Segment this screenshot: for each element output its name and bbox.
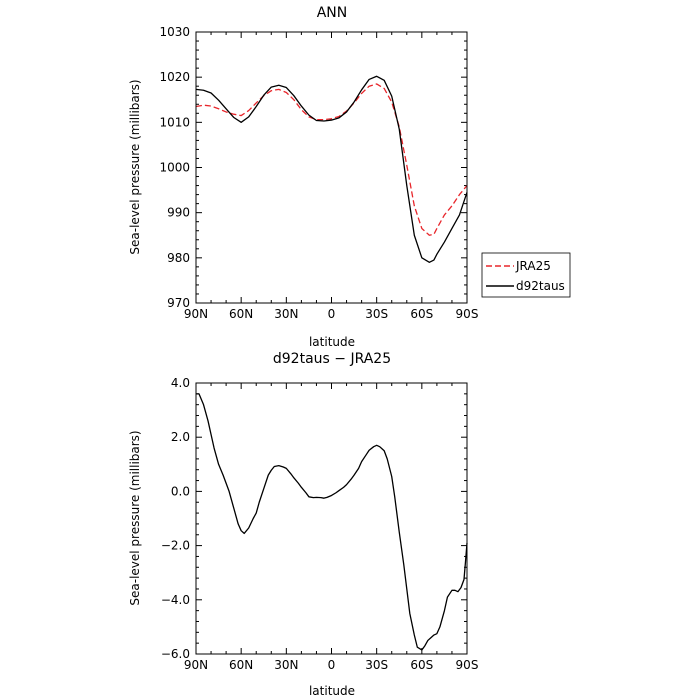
y-axis-label-top: Sea-level pressure (millibars) [128, 79, 142, 254]
series-line-difference [196, 393, 468, 651]
y-tick-label: 2.0 [171, 430, 190, 444]
x-tick-label: 60S [410, 307, 433, 321]
plot-area-bottom [196, 393, 468, 651]
y-tick-label: 980 [167, 251, 190, 265]
y-tick-label: 0.0 [171, 484, 190, 498]
x-tick-label: 60N [229, 658, 253, 672]
chart-panel-bottom: d92taus − JRA25 Sea-level pressure (mill… [128, 351, 478, 698]
legend-label-jra25: JRA25 [515, 259, 551, 273]
y-tick-label: 970 [167, 296, 190, 310]
chart-title-bottom: d92taus − JRA25 [273, 351, 391, 367]
x-tick-label: 30N [274, 307, 298, 321]
chart-panel-top: ANN Sea-level pressure (millibars) latit… [128, 5, 478, 349]
plot-frame-bottom [195, 382, 468, 655]
x-axis-label-bottom: latitude [309, 684, 355, 698]
y-tick-label: 1000 [159, 161, 190, 175]
x-tick-label: 30N [274, 658, 298, 672]
y-tick-label: 1030 [159, 25, 190, 39]
y-tick-label: −6.0 [161, 647, 190, 661]
y-tick-label: −4.0 [161, 593, 190, 607]
y-tick-label: 1010 [159, 115, 190, 129]
series-line-jra25 [195, 83, 468, 236]
x-tick-label: 0 [328, 307, 336, 321]
plot-frame-top [195, 31, 468, 304]
series-line-d92taus [195, 75, 468, 264]
x-tick-label: 90S [456, 658, 479, 672]
x-tick-label: 0 [328, 658, 336, 672]
chart-title-top: ANN [317, 5, 348, 21]
x-tick-label: 30S [365, 307, 388, 321]
legend-label-d92taus: d92taus [516, 279, 565, 293]
x-axis-label-top: latitude [309, 335, 355, 349]
x-tick-label: 60N [229, 307, 253, 321]
y-axis-label-bottom: Sea-level pressure (millibars) [128, 430, 142, 605]
y-tick-label: 4.0 [171, 376, 190, 390]
y-tick-label: 990 [167, 206, 190, 220]
x-tick-label: 60S [410, 658, 433, 672]
x-tick-label: 90N [184, 307, 208, 321]
x-tick-label: 30S [365, 658, 388, 672]
legend-box [481, 252, 571, 298]
x-tick-label: 90S [456, 307, 479, 321]
y-tick-label: 1020 [159, 70, 190, 84]
y-tick-label: −2.0 [161, 539, 190, 553]
x-tick-label: 90N [184, 658, 208, 672]
ticks-top: 90N 60N 30N 0 30S 60S 90S 970 980 990 1000 1010 1020… [159, 25, 478, 321]
legend: JRA25 d92taus [481, 252, 571, 298]
ticks-bottom: 90N 60N 30N 0 30S 60S 90S −6.0 −4.0 −2.0 0.0 2.0 4.0 [161, 376, 479, 672]
plot-area-top [195, 75, 468, 264]
